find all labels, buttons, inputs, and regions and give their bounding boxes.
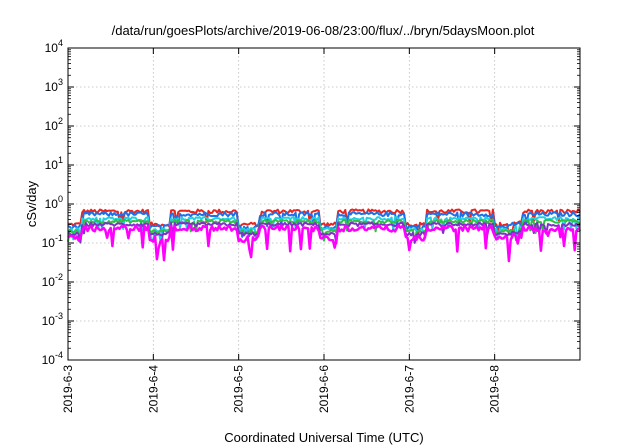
series-line (67, 224, 581, 263)
axis-ticks (67, 47, 580, 361)
x-tick-labels: 2019-6-3 2019-6-4 2019-6-5 2019-6-6 2019-6-7… (61, 365, 502, 413)
y-tick-label: 10-4 (42, 350, 63, 367)
y-axis-label: cSv/day (24, 180, 39, 227)
data-series (67, 208, 581, 263)
y-tick-label: 10-3 (42, 311, 63, 328)
y-tick-label: 10-2 (42, 272, 63, 289)
x-tick-label: 2019-6-3 (61, 365, 75, 413)
grid-lines (68, 48, 580, 360)
y-tick-label: 104 (45, 38, 63, 55)
y-tick-label: 100 (45, 194, 63, 211)
x-axis-label: Coordinated Universal Time (UTC) (224, 430, 423, 445)
x-tick-label: 2019-6-8 (488, 365, 502, 413)
y-tick-label: 101 (45, 155, 63, 172)
y-tick-label: 103 (45, 77, 63, 94)
y-tick-labels: 104 103 102 101 100 10-1 10-2 10-3 10-4 (42, 38, 63, 367)
y-tick-label: 10-1 (42, 233, 63, 250)
x-tick-label: 2019-6-4 (146, 365, 160, 413)
y-tick-label: 102 (45, 116, 63, 133)
chart-title: /data/run/goesPlots/archive/2019-06-08/2… (112, 23, 535, 38)
x-tick-label: 2019-6-6 (317, 365, 331, 413)
x-tick-label: 2019-6-7 (402, 365, 416, 413)
x-tick-label: 2019-6-5 (232, 365, 246, 413)
